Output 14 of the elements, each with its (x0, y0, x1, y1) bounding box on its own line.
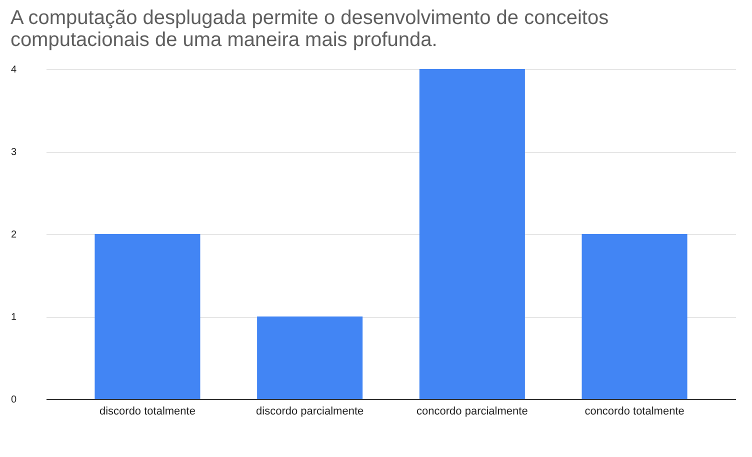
y-tick-label: 0 (10, 394, 17, 406)
bar (257, 316, 363, 399)
x-tick-label: concordo totalmente (584, 406, 684, 418)
y-tick-label: 3 (10, 147, 17, 158)
x-tick-label: discordo parcialmente (256, 406, 364, 418)
y-tick-label: 1 (10, 312, 17, 323)
chart-title: A computação desplugada permite o desenvolvimento de conceitos computacionais de uma maneira mais profunda. (10, 7, 609, 51)
y-tick-label: 4 (10, 64, 17, 76)
y-tick-label: 2 (10, 230, 17, 240)
bar (582, 234, 688, 399)
bar (94, 234, 200, 399)
bar (419, 69, 525, 399)
x-tick-label: concordo parcialmente (416, 406, 528, 418)
x-tick-label: discordo totalmente (99, 406, 196, 418)
